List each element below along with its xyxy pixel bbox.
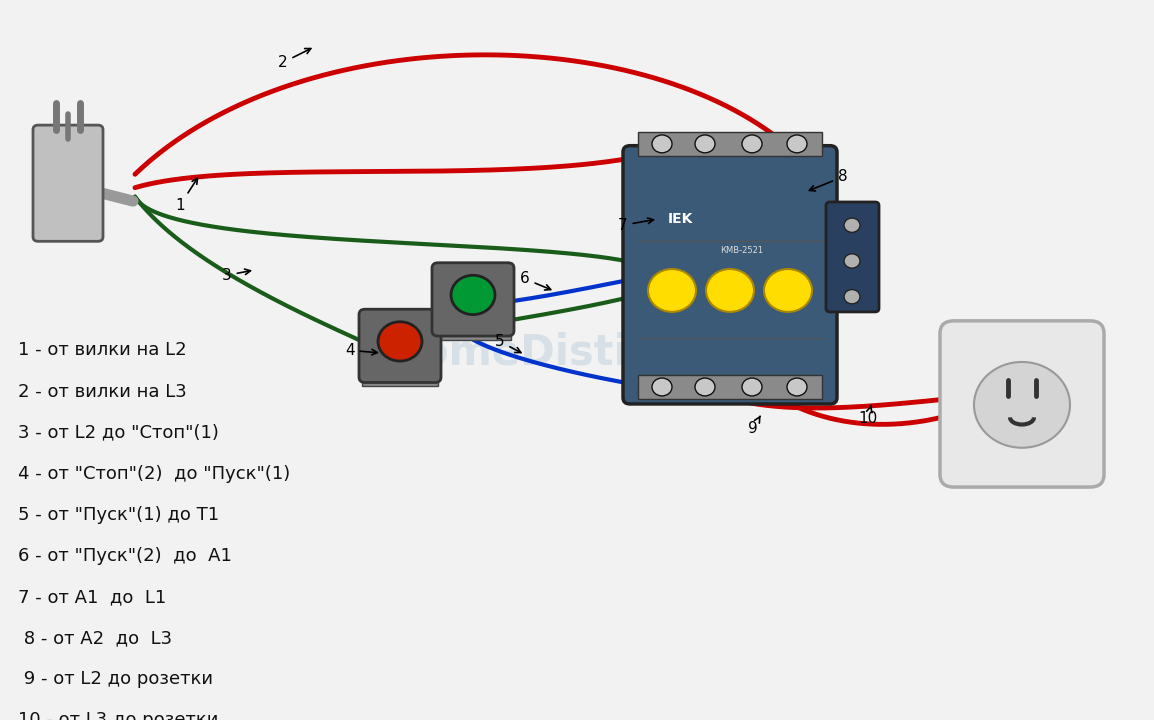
Text: 8: 8	[809, 169, 848, 191]
FancyBboxPatch shape	[941, 321, 1104, 487]
Circle shape	[379, 322, 422, 361]
Circle shape	[649, 269, 696, 312]
Bar	[638, 132, 822, 156]
Text: 7: 7	[619, 217, 653, 233]
Bar	[638, 375, 822, 399]
Text: IEK: IEK	[668, 212, 694, 226]
Text: 2: 2	[278, 48, 310, 70]
Circle shape	[844, 218, 860, 233]
Bar	[435, 327, 511, 340]
FancyBboxPatch shape	[359, 309, 441, 382]
Circle shape	[695, 135, 715, 153]
Circle shape	[706, 269, 754, 312]
Text: 1: 1	[175, 178, 197, 213]
Text: 6: 6	[520, 271, 550, 290]
Circle shape	[652, 378, 672, 396]
Text: 5 - от "Пуск"(1) до Т1: 5 - от "Пуск"(1) до Т1	[18, 506, 219, 524]
Text: 10: 10	[859, 405, 877, 426]
Circle shape	[742, 378, 762, 396]
Text: КМВ-2521: КМВ-2521	[720, 246, 763, 255]
Text: 10 - от L3 до розетки: 10 - от L3 до розетки	[18, 711, 218, 720]
FancyBboxPatch shape	[826, 202, 879, 312]
Circle shape	[787, 135, 807, 153]
Text: 9: 9	[748, 416, 760, 436]
Text: 3 - от L2 до "Стоп"(1): 3 - от L2 до "Стоп"(1)	[18, 423, 219, 441]
Circle shape	[787, 378, 807, 396]
Text: HomeDistillers: HomeDistillers	[385, 332, 729, 374]
FancyBboxPatch shape	[432, 263, 514, 336]
Text: 4: 4	[345, 343, 377, 358]
Circle shape	[652, 135, 672, 153]
Circle shape	[764, 269, 812, 312]
Text: 4 - от "Стоп"(2)  до "Пуск"(1): 4 - от "Стоп"(2) до "Пуск"(1)	[18, 464, 291, 482]
FancyBboxPatch shape	[33, 125, 103, 241]
Text: 1 - от вилки на L2: 1 - от вилки на L2	[18, 341, 187, 359]
Circle shape	[451, 275, 495, 315]
Circle shape	[742, 135, 762, 153]
Text: 5: 5	[495, 334, 520, 353]
Text: 2 - от вилки на L3: 2 - от вилки на L3	[18, 382, 187, 400]
Text: 7 - от А1  до  L1: 7 - от А1 до L1	[18, 588, 166, 606]
Circle shape	[844, 289, 860, 304]
Text: 9 - от L2 до розетки: 9 - от L2 до розетки	[18, 670, 213, 688]
Text: 3: 3	[222, 268, 250, 283]
Circle shape	[974, 362, 1070, 448]
Circle shape	[844, 254, 860, 268]
Bar	[362, 374, 439, 386]
Text: 8 - от А2  до  L3: 8 - от А2 до L3	[18, 629, 172, 647]
Text: 6 - от "Пуск"(2)  до  А1: 6 - от "Пуск"(2) до А1	[18, 547, 232, 565]
FancyBboxPatch shape	[623, 145, 837, 404]
Circle shape	[695, 378, 715, 396]
